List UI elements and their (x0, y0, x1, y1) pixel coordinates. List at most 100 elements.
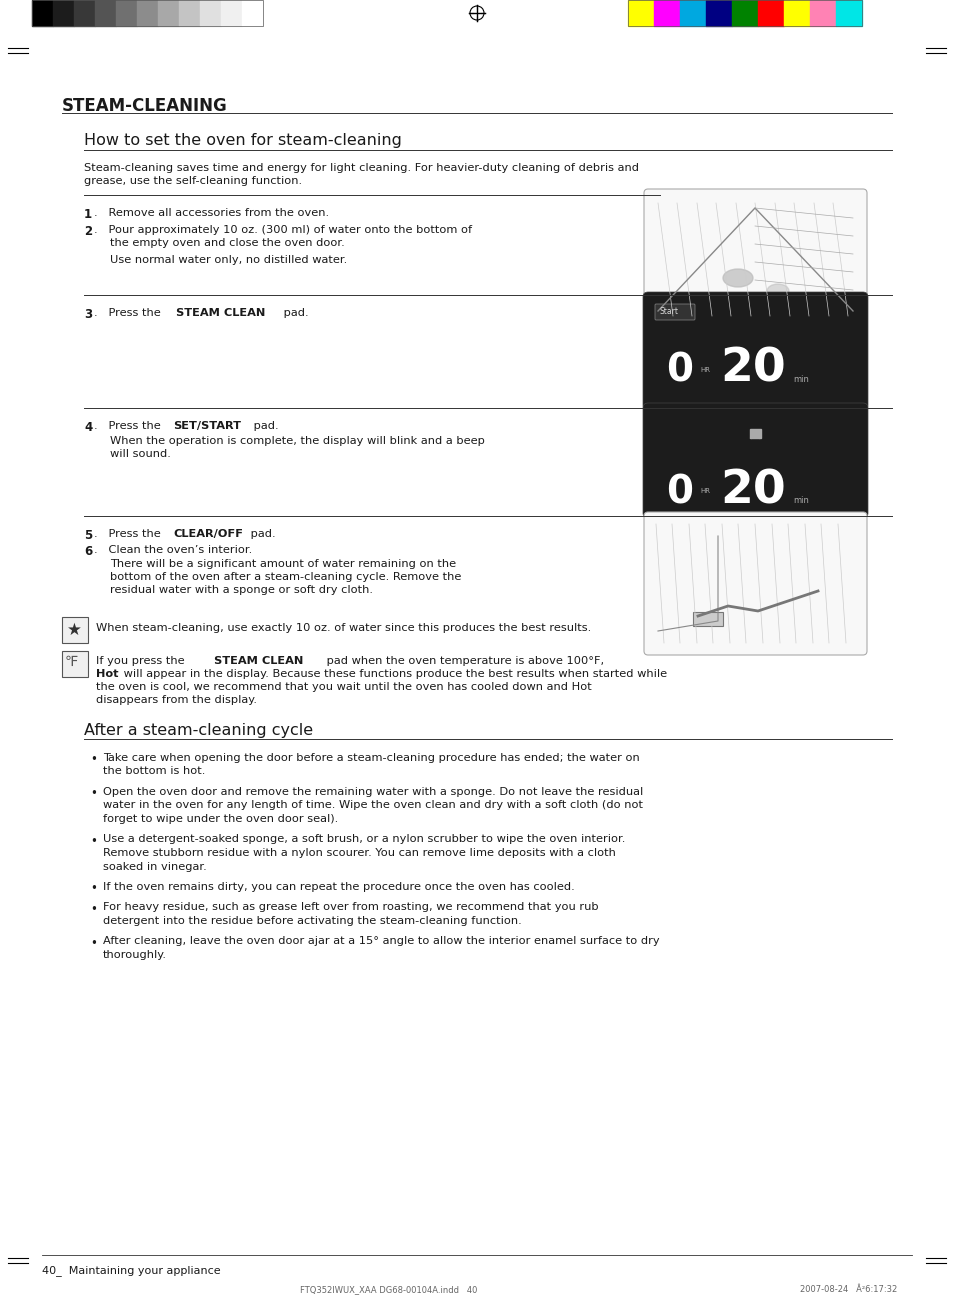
Text: grease, use the self-cleaning function.: grease, use the self-cleaning function. (84, 176, 302, 186)
Bar (692, 612, 722, 625)
Text: .   Press the: . Press the (94, 308, 164, 319)
Ellipse shape (722, 269, 752, 287)
Bar (749, 429, 760, 438)
Text: pad when the oven temperature is above 100°F,: pad when the oven temperature is above 1… (323, 656, 603, 666)
Text: soaked in vinegar.: soaked in vinegar. (103, 861, 207, 872)
Bar (627, 0, 654, 26)
Text: the bottom is hot.: the bottom is hot. (103, 767, 205, 776)
Bar (809, 0, 835, 26)
Bar (62, 617, 88, 642)
Text: Open the oven door and remove the remaining water with a sponge. Do not leave th: Open the oven door and remove the remain… (103, 787, 642, 797)
Text: Use normal water only, no distilled water.: Use normal water only, no distilled wate… (110, 256, 347, 265)
Text: .   Pour approximately 10 oz. (300 ml) of water onto the bottom of: . Pour approximately 10 oz. (300 ml) of … (94, 225, 472, 235)
Text: •: • (90, 902, 97, 915)
FancyBboxPatch shape (642, 292, 867, 410)
Ellipse shape (766, 284, 788, 298)
Text: How to set the oven for steam-cleaning: How to set the oven for steam-cleaning (84, 132, 401, 148)
Text: min: min (792, 496, 808, 505)
Text: .   Clean the oven’s interior.: . Clean the oven’s interior. (94, 545, 252, 555)
Text: When steam-cleaning, use exactly 10 oz. of water since this produces the best re: When steam-cleaning, use exactly 10 oz. … (96, 623, 591, 633)
FancyBboxPatch shape (655, 304, 695, 320)
Text: ℉: ℉ (65, 656, 78, 669)
Bar (835, 0, 862, 26)
Text: There will be a significant amount of water remaining on the: There will be a significant amount of wa… (110, 558, 456, 569)
Text: 1: 1 (84, 208, 92, 222)
Text: •: • (90, 787, 97, 800)
Text: •: • (90, 835, 97, 847)
Text: detergent into the residue before activating the steam-cleaning function.: detergent into the residue before activa… (103, 916, 521, 926)
Text: When the operation is complete, the display will blink and a beep: When the operation is complete, the disp… (110, 437, 484, 446)
Text: pad.: pad. (280, 308, 309, 319)
Text: will sound.: will sound. (110, 448, 171, 459)
Text: Take care when opening the door before a steam-cleaning procedure has ended; the: Take care when opening the door before a… (103, 753, 639, 763)
Text: 5: 5 (84, 530, 92, 541)
Text: HR: HR (700, 488, 709, 494)
Text: 0: 0 (665, 473, 692, 511)
Text: thoroughly.: thoroughly. (103, 950, 167, 960)
Text: 6: 6 (84, 545, 92, 558)
Text: If the oven remains dirty, you can repeat the procedure once the oven has cooled: If the oven remains dirty, you can repea… (103, 882, 574, 891)
Text: Remove stubborn residue with a nylon scourer. You can remove lime deposits with : Remove stubborn residue with a nylon sco… (103, 848, 616, 857)
Text: 3: 3 (84, 308, 92, 321)
Text: 2: 2 (84, 225, 92, 239)
Text: pad.: pad. (250, 421, 278, 431)
Bar (32, 0, 53, 26)
Bar (679, 0, 705, 26)
Bar (783, 0, 809, 26)
Bar (53, 0, 74, 26)
Bar (200, 0, 221, 26)
Text: STEAM-CLEANING: STEAM-CLEANING (62, 97, 228, 115)
FancyBboxPatch shape (643, 513, 866, 656)
Text: the empty oven and close the oven door.: the empty oven and close the oven door. (110, 239, 344, 248)
Text: Steam-cleaning saves time and energy for light cleaning. For heavier-duty cleani: Steam-cleaning saves time and energy for… (84, 163, 639, 173)
Text: Use a detergent-soaked sponge, a soft brush, or a nylon scrubber to wipe the ove: Use a detergent-soaked sponge, a soft br… (103, 835, 625, 844)
Bar (179, 0, 200, 26)
Text: Start: Start (659, 307, 679, 316)
Text: STEAM CLEAN: STEAM CLEAN (213, 656, 303, 666)
Text: CLEAR/OFF: CLEAR/OFF (172, 530, 243, 539)
Bar (137, 0, 158, 26)
Text: HR: HR (700, 367, 709, 374)
Bar (221, 0, 242, 26)
Bar (731, 0, 758, 26)
Text: •: • (90, 936, 97, 949)
Text: SET/START: SET/START (172, 421, 241, 431)
Bar (242, 0, 263, 26)
Text: .   Press the: . Press the (94, 421, 164, 431)
Text: disappears from the display.: disappears from the display. (96, 695, 256, 705)
Text: After cleaning, leave the oven door ajar at a 15° angle to allow the interior en: After cleaning, leave the oven door ajar… (103, 936, 659, 947)
Bar (654, 0, 679, 26)
Bar (758, 0, 783, 26)
Text: bottom of the oven after a steam-cleaning cycle. Remove the: bottom of the oven after a steam-cleanin… (110, 572, 461, 582)
Bar (158, 0, 179, 26)
Bar (116, 0, 137, 26)
Text: ★: ★ (67, 621, 82, 638)
Text: For heavy residue, such as grease left over from roasting, we recommend that you: For heavy residue, such as grease left o… (103, 902, 598, 912)
Text: forget to wipe under the oven door seal).: forget to wipe under the oven door seal)… (103, 814, 338, 825)
Text: STEAM CLEAN: STEAM CLEAN (175, 308, 265, 319)
Text: Hot: Hot (96, 669, 118, 679)
Text: the oven is cool, we recommend that you wait until the oven has cooled down and : the oven is cool, we recommend that you … (96, 682, 591, 692)
Text: If you press the: If you press the (96, 656, 188, 666)
Text: pad.: pad. (247, 530, 275, 539)
Bar (705, 0, 731, 26)
Text: FTQ352IWUX_XAA DG68-00104A.indd   40: FTQ352IWUX_XAA DG68-00104A.indd 40 (299, 1285, 476, 1294)
Bar (95, 0, 116, 26)
Text: •: • (90, 882, 97, 895)
Text: residual water with a sponge or soft dry cloth.: residual water with a sponge or soft dry… (110, 585, 373, 595)
Text: •: • (90, 753, 97, 766)
Text: 0: 0 (665, 351, 692, 389)
Text: 20: 20 (720, 347, 785, 392)
Text: .   Remove all accessories from the oven.: . Remove all accessories from the oven. (94, 208, 329, 218)
Text: After a steam-cleaning cycle: After a steam-cleaning cycle (84, 722, 313, 738)
Bar (627, 0, 862, 26)
Text: 20: 20 (720, 468, 785, 513)
Bar (62, 652, 88, 676)
Text: 40_  Maintaining your appliance: 40_ Maintaining your appliance (42, 1265, 220, 1276)
Text: will appear in the display. Because these functions produce the best results whe: will appear in the display. Because thes… (120, 669, 666, 679)
Text: water in the oven for any length of time. Wipe the oven clean and dry with a sof: water in the oven for any length of time… (103, 801, 642, 810)
Text: 4: 4 (84, 421, 92, 434)
FancyBboxPatch shape (642, 402, 867, 518)
Text: min: min (792, 375, 808, 384)
Bar (74, 0, 95, 26)
